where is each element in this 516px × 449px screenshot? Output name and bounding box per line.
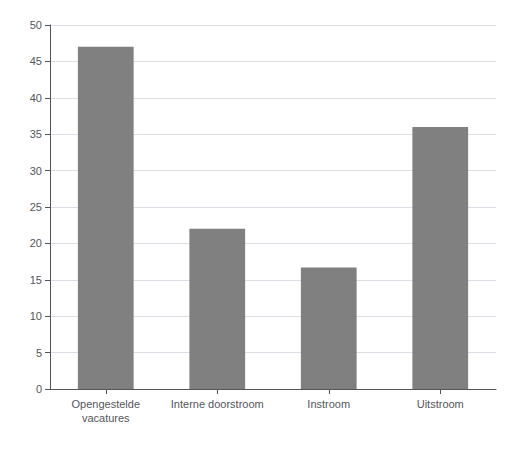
svg-text:25: 25 bbox=[30, 201, 42, 213]
svg-text:Instroom: Instroom bbox=[307, 398, 350, 410]
svg-text:45: 45 bbox=[30, 55, 42, 67]
svg-text:Uitstroom: Uitstroom bbox=[417, 398, 464, 410]
svg-text:50: 50 bbox=[30, 19, 42, 31]
svg-text:30: 30 bbox=[30, 165, 42, 177]
svg-text:35: 35 bbox=[30, 128, 42, 140]
svg-text:20: 20 bbox=[30, 237, 42, 249]
svg-text:15: 15 bbox=[30, 274, 42, 286]
svg-text:Interne doorstroom: Interne doorstroom bbox=[171, 398, 264, 410]
svg-text:0: 0 bbox=[36, 383, 42, 395]
svg-text:10: 10 bbox=[30, 310, 42, 322]
svg-text:40: 40 bbox=[30, 92, 42, 104]
svg-text:Opengestelde: Opengestelde bbox=[72, 398, 141, 410]
svg-text:5: 5 bbox=[36, 347, 42, 359]
svg-text:vacatures: vacatures bbox=[82, 412, 130, 424]
